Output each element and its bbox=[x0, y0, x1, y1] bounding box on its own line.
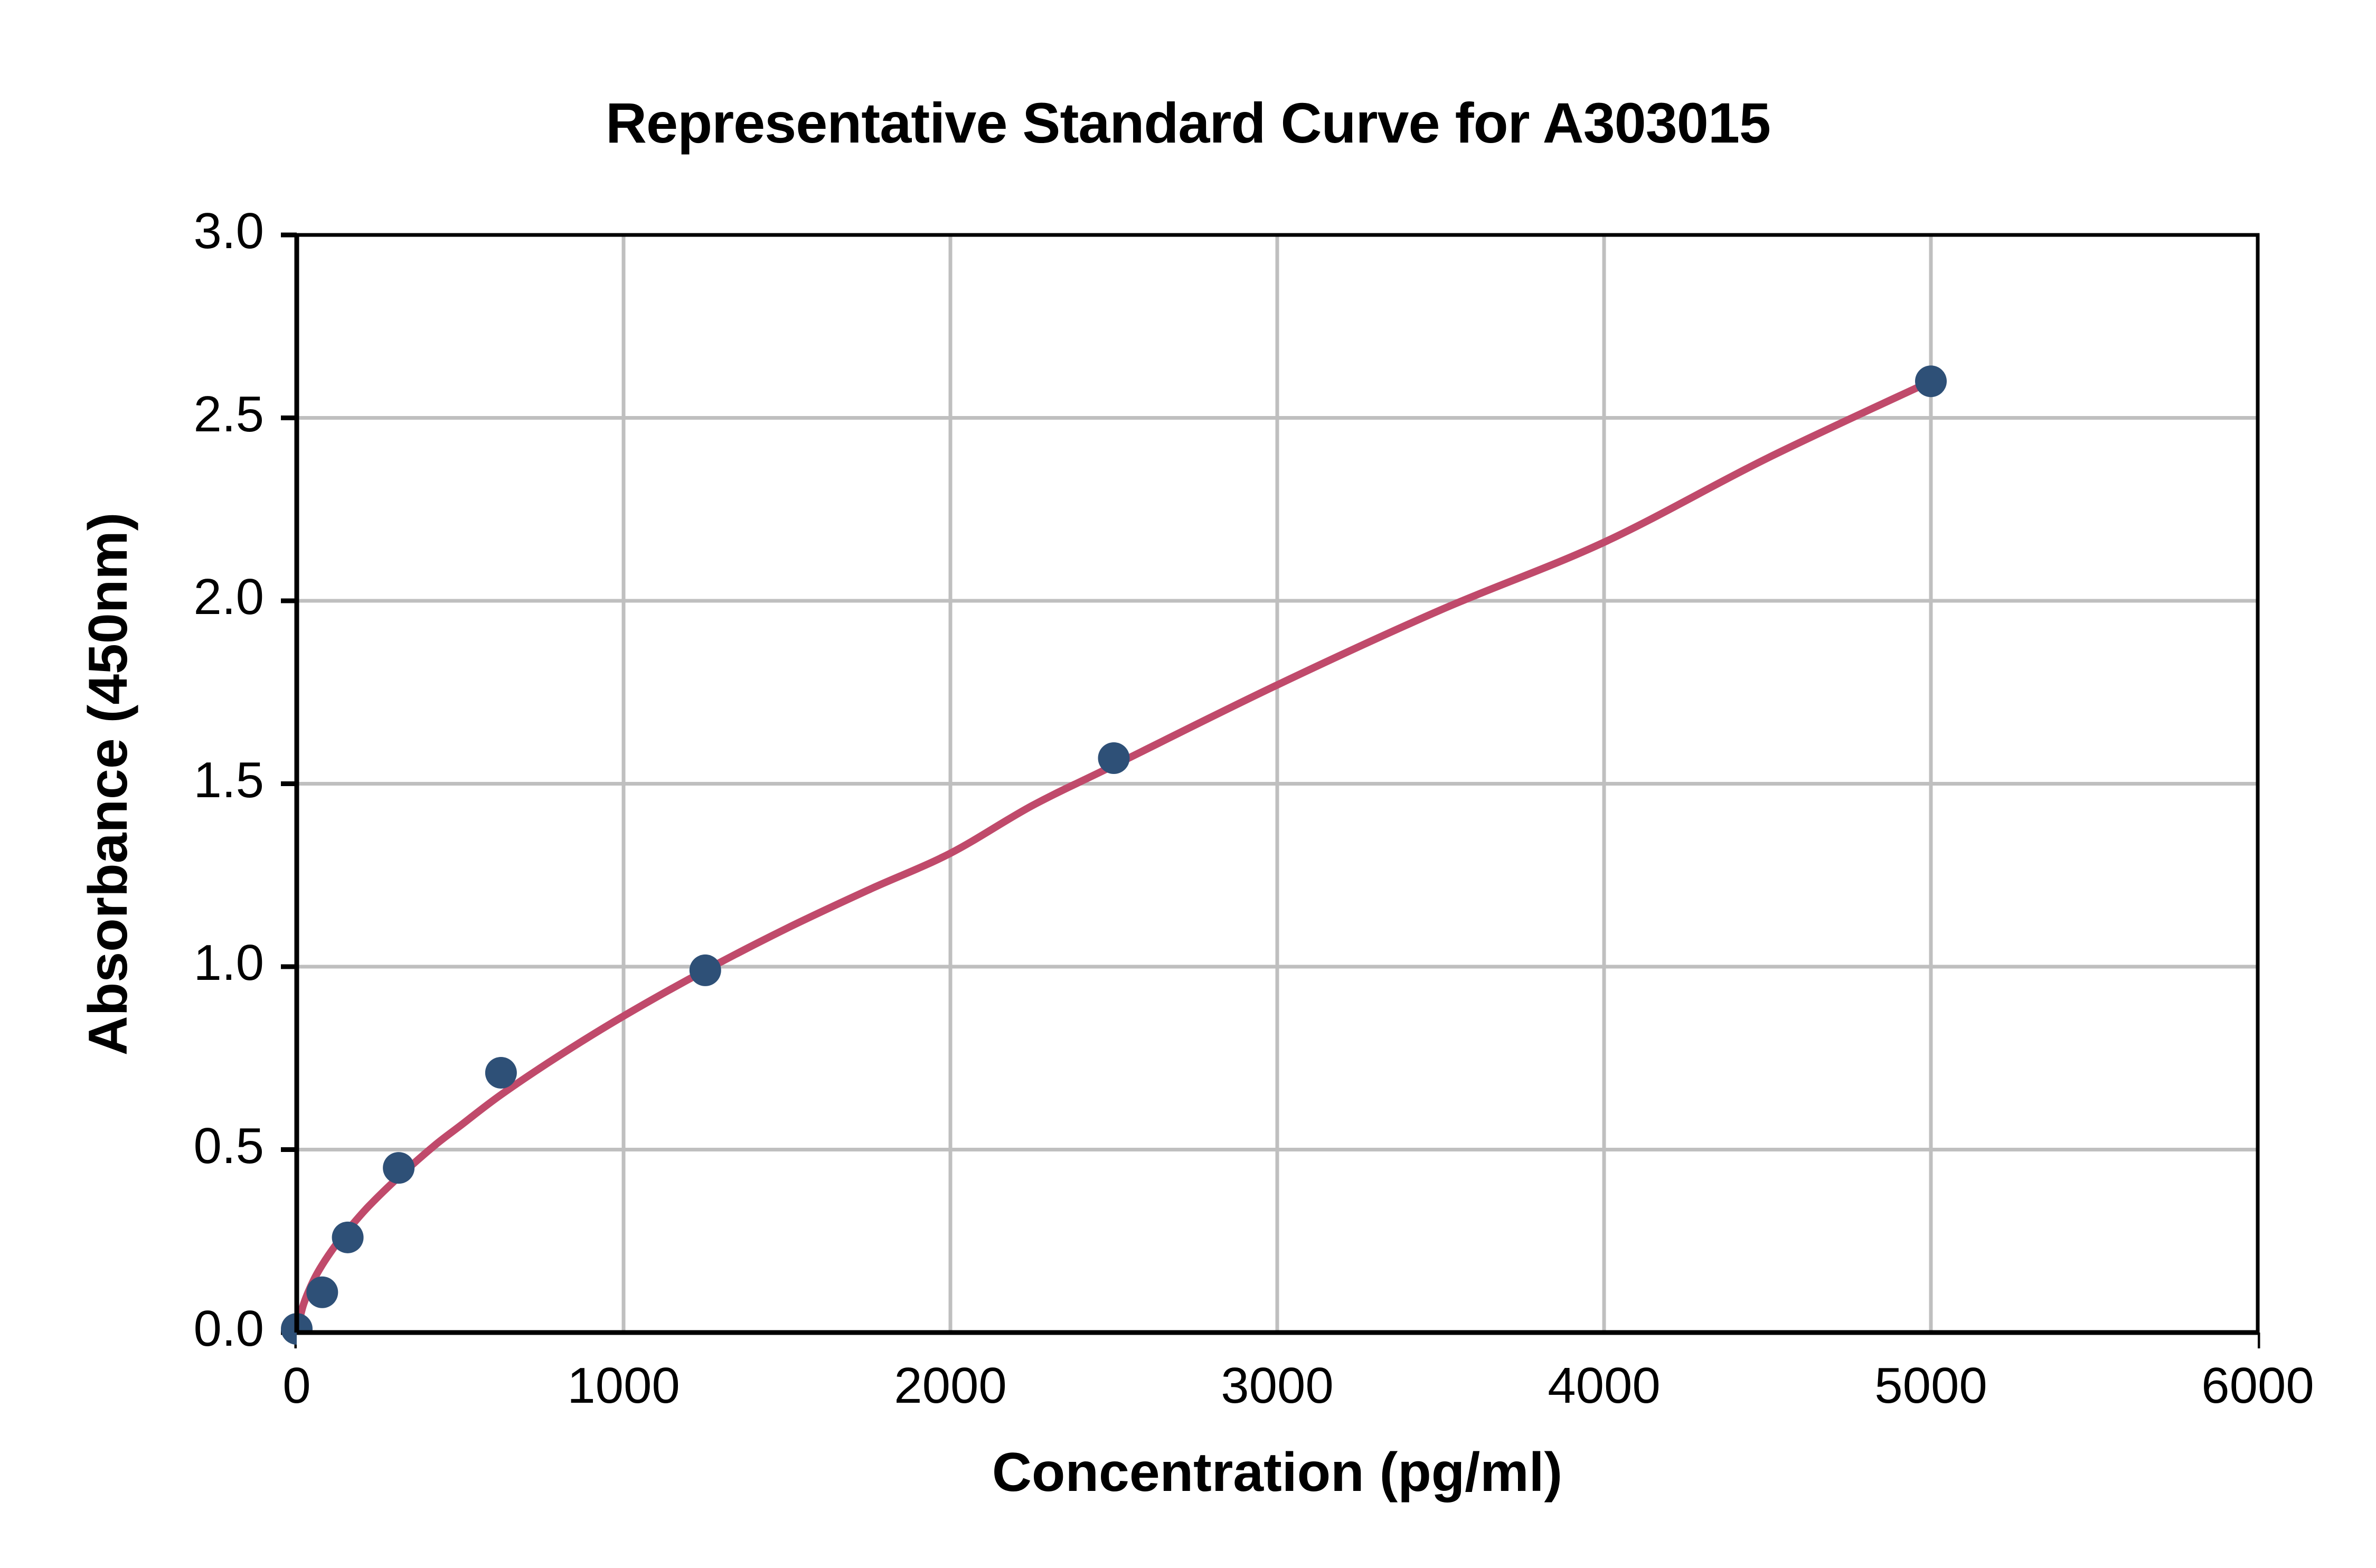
page-title: Representative Standard Curve for A30301… bbox=[606, 91, 1771, 155]
y-tick-label: 2.0 bbox=[193, 569, 264, 625]
data-point-marker bbox=[1098, 742, 1130, 774]
x-tick-label: 5000 bbox=[1874, 1357, 1987, 1414]
y-axis-title-text: Absorbance (450nm) bbox=[78, 512, 139, 1056]
y-tick-label: 2.5 bbox=[193, 385, 264, 442]
data-point-marker bbox=[1915, 365, 1947, 398]
y-tick-label: 1.5 bbox=[193, 751, 264, 808]
data-point-marker bbox=[689, 954, 721, 986]
x-axis-title: Concentration (pg/ml) bbox=[992, 1442, 1563, 1503]
fit-curve-line bbox=[293, 377, 1935, 1336]
data-point-marker bbox=[332, 1221, 364, 1253]
data-point-marker bbox=[383, 1152, 415, 1184]
x-tick-label: 1000 bbox=[567, 1357, 680, 1414]
y-axis-title: Absorbance (450nm) bbox=[63, 0, 153, 1568]
x-tick-label: 0 bbox=[282, 1357, 311, 1414]
x-tick-label: 3000 bbox=[1221, 1357, 1334, 1414]
data-point-marker bbox=[306, 1276, 338, 1308]
x-tick-label: 2000 bbox=[894, 1357, 1007, 1414]
below-axis-mask bbox=[297, 1333, 2258, 1396]
y-tick-label: 0.0 bbox=[193, 1300, 264, 1357]
y-tick-label: 0.5 bbox=[193, 1117, 264, 1174]
y-tick-label: 1.0 bbox=[193, 934, 264, 991]
y-tick-label: 3.0 bbox=[193, 203, 264, 259]
data-point-marker bbox=[485, 1056, 517, 1089]
x-tick-label: 6000 bbox=[2201, 1357, 2314, 1414]
x-tick-label: 4000 bbox=[1548, 1357, 1661, 1414]
